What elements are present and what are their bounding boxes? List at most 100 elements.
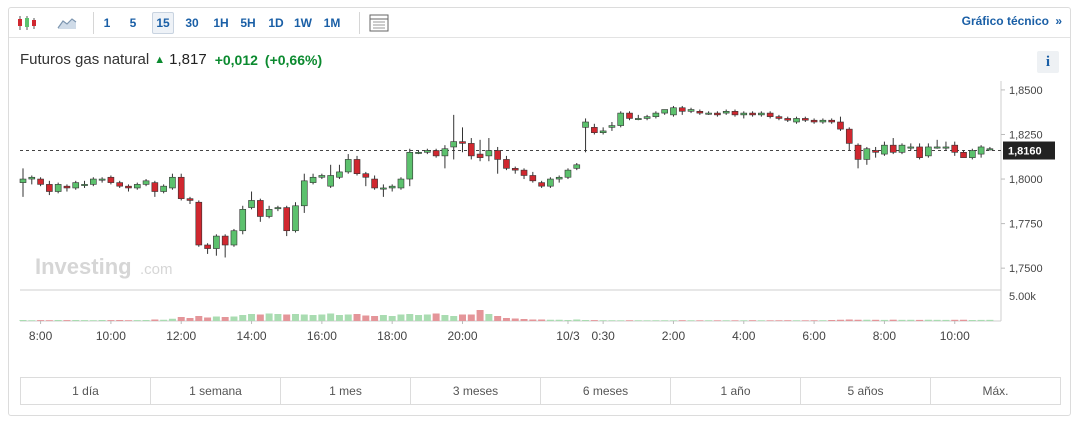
interval-30[interactable]: 30 <box>185 16 199 30</box>
price-chart[interactable]: 1,8500 1,8250 1,8000 1,7750 1,7500 Investing.… <box>9 8 1072 368</box>
x-tick-label: 10:00 <box>96 329 126 343</box>
instrument-name: Futuros gas natural <box>20 51 150 68</box>
volume-bar <box>432 313 440 321</box>
candle-down <box>591 127 598 133</box>
chart-widget: 1 5 15 30 1H 5H 1D 1W 1M Gráfico técnico » Futur… <box>8 7 1071 416</box>
data-table-icon[interactable] <box>367 12 391 34</box>
interval-5h[interactable]: 5H <box>240 16 256 30</box>
candle-up <box>441 148 449 157</box>
candle-down <box>195 201 203 246</box>
double-chevron-right-icon: » <box>1055 14 1062 28</box>
interval-15[interactable]: 15 <box>152 12 174 34</box>
candle-up <box>907 146 915 149</box>
candle-up <box>687 109 695 112</box>
candle-up <box>318 175 326 178</box>
volume-bar <box>309 315 317 321</box>
y-tick-label: 1,8250 <box>1009 129 1043 141</box>
volume-bar <box>107 320 115 321</box>
volume-bar <box>529 319 537 321</box>
candle-down <box>951 144 959 153</box>
interval-1m[interactable]: 1M <box>323 16 341 30</box>
interval-1w[interactable]: 1W <box>294 16 312 30</box>
candle-down <box>749 112 756 116</box>
range-button[interactable]: 1 semana <box>151 378 281 404</box>
x-tick-label: 14:00 <box>237 329 267 343</box>
interval-1d[interactable]: 1D <box>268 16 284 30</box>
candle-up <box>292 205 299 232</box>
volume-bar <box>863 319 871 321</box>
interval-5[interactable]: 5 <box>129 16 137 30</box>
technical-chart-link[interactable]: Gráfico técnico » <box>962 14 1062 28</box>
candle-up <box>986 148 994 151</box>
volume-bar <box>124 320 132 321</box>
range-button[interactable]: 1 día <box>21 378 151 404</box>
candle-down <box>125 185 132 189</box>
candle-up <box>160 185 167 192</box>
watermark-suffix: .com <box>140 261 173 278</box>
price-change: +0,012 <box>214 51 258 68</box>
interval-1h[interactable]: 1H <box>213 16 229 30</box>
candle-up <box>705 112 712 115</box>
candle-down <box>731 111 739 116</box>
quote-header: Futuros gas natural ▲ 1,817 +0,012 (+0,6… <box>20 51 322 68</box>
volume-bar <box>555 319 563 321</box>
candle-down <box>459 141 466 144</box>
volume-bar <box>942 319 950 321</box>
volume-bar <box>626 320 634 321</box>
candle-up <box>213 235 220 249</box>
candlestick-chart-icon[interactable] <box>15 12 39 34</box>
x-tick-label: 16:00 <box>307 329 337 343</box>
volume-bar <box>450 316 458 321</box>
volume-bar <box>318 314 326 321</box>
volume-bar <box>230 316 238 321</box>
candle-down <box>177 176 185 199</box>
candle-up <box>19 178 27 183</box>
candle-down <box>467 143 475 157</box>
candle-down <box>845 128 853 144</box>
area-chart-icon[interactable] <box>55 12 79 34</box>
volume-bar <box>617 320 625 321</box>
candle-down <box>107 176 115 183</box>
volume-bar <box>291 314 299 321</box>
volume-bar <box>423 314 431 321</box>
up-arrow-icon: ▲ <box>154 53 166 66</box>
candle-up <box>265 209 273 217</box>
volume-bar <box>845 319 853 321</box>
candle-up <box>582 121 589 128</box>
range-button[interactable]: 1 año <box>671 378 801 404</box>
candle-up <box>424 150 431 153</box>
range-button[interactable]: 6 meses <box>541 378 671 404</box>
range-button[interactable]: 5 años <box>801 378 931 404</box>
candle-up <box>661 109 668 114</box>
candle-up <box>380 187 387 190</box>
volume-bar <box>327 313 335 321</box>
candle-down <box>362 173 370 178</box>
range-button[interactable]: 3 meses <box>411 378 541 404</box>
info-button[interactable]: i <box>1037 51 1059 73</box>
candle-up <box>169 176 176 189</box>
range-button[interactable]: 1 mes <box>281 378 411 404</box>
volume-bar <box>283 314 291 321</box>
volume-bar <box>195 316 203 321</box>
candle-down <box>538 182 545 187</box>
candle-down <box>678 107 686 112</box>
volume-bar <box>819 320 827 321</box>
last-price-marker <box>1003 141 1055 160</box>
volume-bar <box>441 315 449 321</box>
candle-down <box>494 150 501 160</box>
volume-bar <box>793 320 801 321</box>
candle-down <box>371 178 378 189</box>
candle-down <box>353 159 361 174</box>
volume-bar <box>916 319 924 321</box>
candle-down <box>766 112 774 117</box>
toolbar-divider <box>359 12 360 34</box>
volume-bar <box>960 319 968 321</box>
candle-up <box>230 230 238 246</box>
volume-bar <box>652 320 660 321</box>
candle-down <box>432 150 440 157</box>
candle-down <box>837 121 844 130</box>
candle-up <box>599 130 607 133</box>
range-button[interactable]: Máx. <box>982 384 1009 398</box>
x-tick-label: 6:00 <box>802 329 826 343</box>
interval-1[interactable]: 1 <box>103 16 111 30</box>
